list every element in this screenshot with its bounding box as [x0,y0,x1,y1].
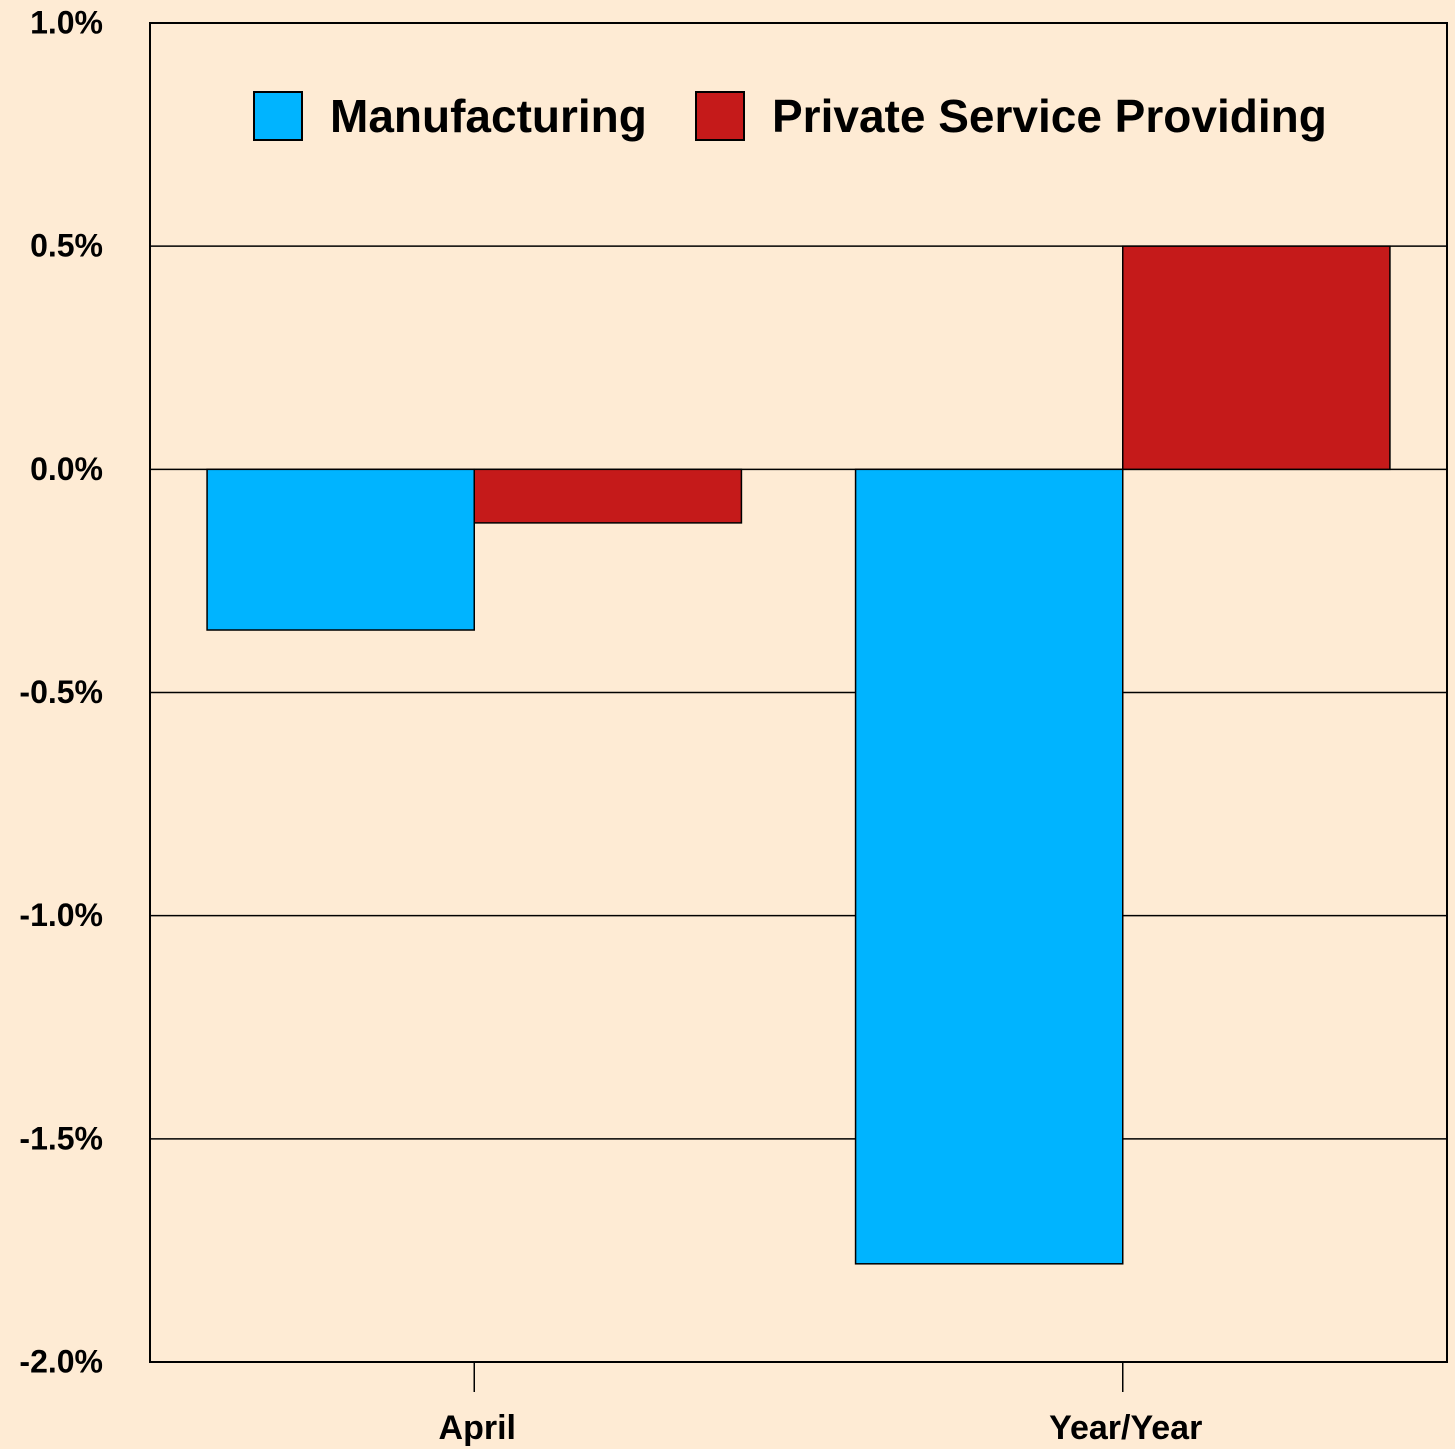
y-tick-label: -1.5% [19,1120,103,1156]
bar [854,468,1124,1265]
x-tick-label: Year/Year [1049,1409,1202,1447]
legend-label: Private Service Providing [772,90,1327,142]
plot-border [149,22,1448,1363]
bar [1122,245,1391,471]
y-tick-label: -1.0% [19,897,103,933]
bar [206,468,475,631]
legend-swatch [695,91,745,141]
y-tick-label: 0.0% [30,451,103,487]
legend-label: Manufacturing [330,90,647,142]
bar [473,468,743,524]
x-tick-label: April [439,1409,516,1447]
y-tick-label: 0.5% [30,228,103,264]
y-tick-label: -2.0% [19,1343,103,1379]
legend-swatch [253,91,303,141]
y-tick-label: 1.0% [30,4,103,40]
y-tick-label: -0.5% [19,674,103,710]
